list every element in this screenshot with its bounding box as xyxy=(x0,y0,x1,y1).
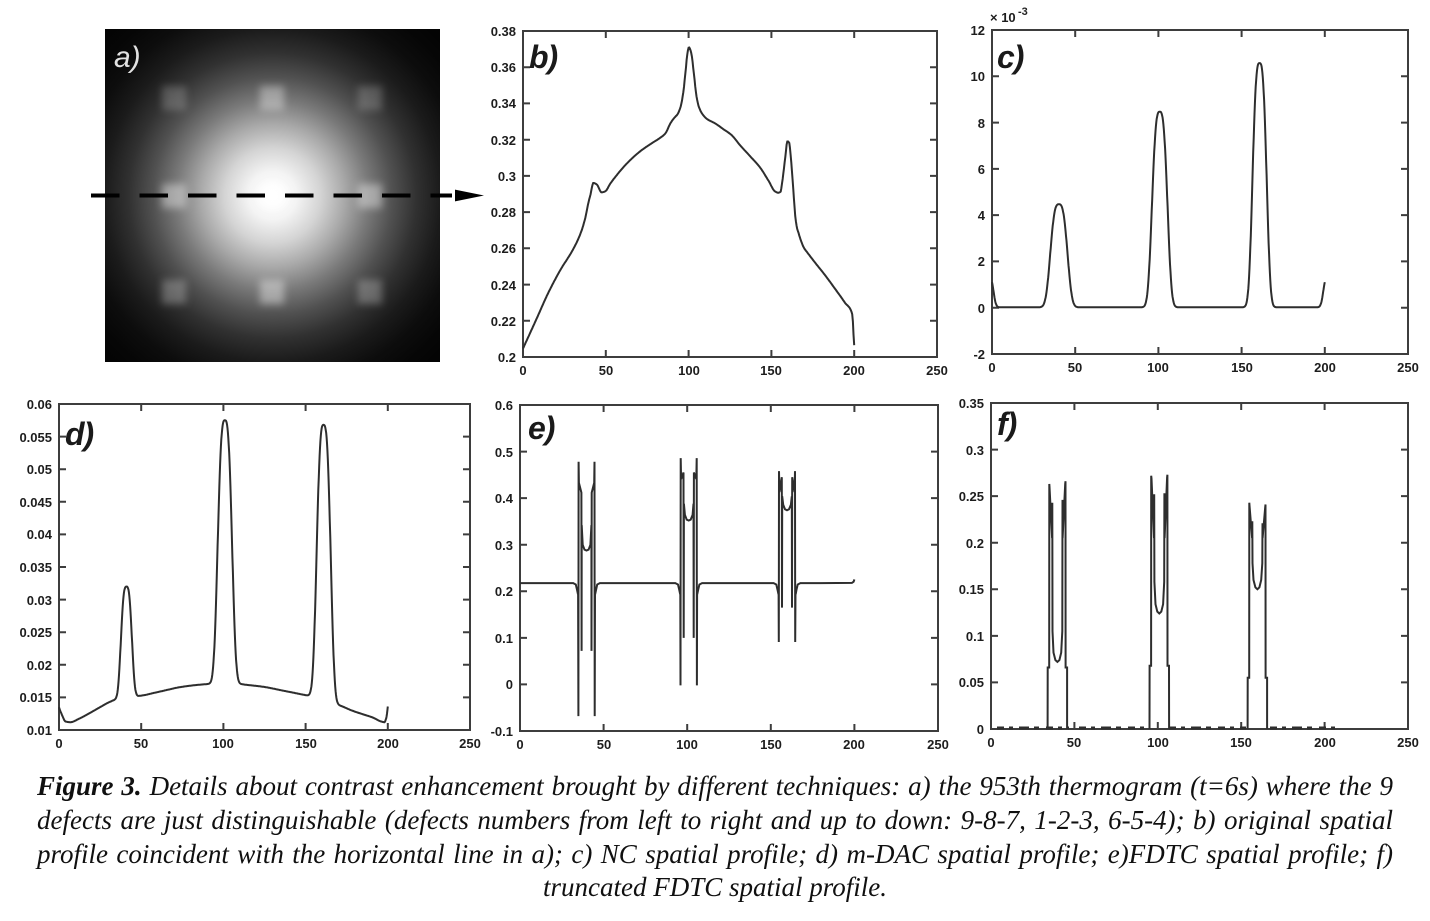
svg-text:-3: -3 xyxy=(1018,6,1028,18)
svg-text:0.015: 0.015 xyxy=(19,690,52,705)
svg-text:-2: -2 xyxy=(973,347,985,362)
svg-text:b): b) xyxy=(529,39,558,75)
svg-text:0.3: 0.3 xyxy=(498,169,516,184)
svg-text:-0.1: -0.1 xyxy=(491,724,513,739)
svg-text:6: 6 xyxy=(978,162,985,177)
svg-text:150: 150 xyxy=(1230,735,1252,750)
svg-text:4: 4 xyxy=(978,208,986,223)
svg-text:150: 150 xyxy=(295,736,317,751)
svg-text:200: 200 xyxy=(843,363,865,378)
svg-text:50: 50 xyxy=(1068,360,1082,375)
svg-text:0: 0 xyxy=(988,360,995,375)
svg-text:0.055: 0.055 xyxy=(19,430,52,445)
svg-text:e): e) xyxy=(528,410,555,446)
svg-text:0.3: 0.3 xyxy=(966,443,984,458)
svg-text:0.2: 0.2 xyxy=(495,584,513,599)
svg-text:100: 100 xyxy=(1147,735,1169,750)
svg-text:0: 0 xyxy=(978,301,985,316)
svg-text:0.5: 0.5 xyxy=(495,445,513,460)
svg-text:0.6: 0.6 xyxy=(495,398,513,413)
svg-text:100: 100 xyxy=(1147,360,1169,375)
svg-text:0.03: 0.03 xyxy=(27,593,52,608)
svg-text:0: 0 xyxy=(516,737,523,752)
svg-text:200: 200 xyxy=(1314,360,1336,375)
svg-text:0: 0 xyxy=(519,363,526,378)
svg-text:100: 100 xyxy=(678,363,700,378)
svg-text:50: 50 xyxy=(599,363,613,378)
svg-text:0: 0 xyxy=(506,677,513,692)
svg-text:0.1: 0.1 xyxy=(495,631,513,646)
svg-text:12: 12 xyxy=(971,23,985,38)
svg-text:100: 100 xyxy=(212,736,234,751)
svg-text:0.02: 0.02 xyxy=(27,658,52,673)
svg-text:0: 0 xyxy=(987,735,994,750)
svg-text:0: 0 xyxy=(977,722,984,737)
svg-text:d): d) xyxy=(65,416,94,452)
svg-text:50: 50 xyxy=(1067,735,1081,750)
svg-text:250: 250 xyxy=(459,736,481,751)
svg-text:0.25: 0.25 xyxy=(959,489,984,504)
svg-text:0.04: 0.04 xyxy=(27,527,53,542)
svg-text:0.01: 0.01 xyxy=(27,723,52,738)
svg-text:0.035: 0.035 xyxy=(19,560,52,575)
svg-text:250: 250 xyxy=(1397,360,1419,375)
svg-text:0.38: 0.38 xyxy=(491,24,516,39)
svg-text:c): c) xyxy=(997,39,1024,75)
svg-text:200: 200 xyxy=(843,737,865,752)
svg-text:0.24: 0.24 xyxy=(491,278,517,293)
svg-text:150: 150 xyxy=(760,363,782,378)
svg-text:50: 50 xyxy=(134,736,148,751)
svg-text:100: 100 xyxy=(676,737,698,752)
svg-text:a): a) xyxy=(114,41,141,74)
svg-text:0.025: 0.025 xyxy=(19,625,52,640)
svg-text:0.32: 0.32 xyxy=(491,133,516,148)
svg-text:150: 150 xyxy=(1231,360,1253,375)
svg-text:10: 10 xyxy=(971,69,985,84)
svg-text:0.36: 0.36 xyxy=(491,60,516,75)
svg-text:250: 250 xyxy=(926,363,948,378)
svg-text:0.15: 0.15 xyxy=(959,582,984,597)
svg-text:0.05: 0.05 xyxy=(27,462,52,477)
svg-text:0.4: 0.4 xyxy=(495,491,514,506)
svg-text:0.045: 0.045 xyxy=(19,495,52,510)
svg-text:0.26: 0.26 xyxy=(491,241,516,256)
svg-text:0.1: 0.1 xyxy=(966,629,984,644)
svg-text:0.06: 0.06 xyxy=(27,397,52,412)
svg-text:0.3: 0.3 xyxy=(495,538,513,553)
svg-text:0.22: 0.22 xyxy=(491,314,516,329)
svg-text:2: 2 xyxy=(978,254,985,269)
svg-text:0.34: 0.34 xyxy=(491,96,517,111)
svg-text:200: 200 xyxy=(377,736,399,751)
svg-text:f): f) xyxy=(997,406,1017,442)
svg-text:0.35: 0.35 xyxy=(959,396,984,411)
svg-text:200: 200 xyxy=(1314,735,1336,750)
svg-text:250: 250 xyxy=(927,737,949,752)
svg-text:0: 0 xyxy=(55,736,62,751)
svg-text:8: 8 xyxy=(978,116,985,131)
svg-text:0.05: 0.05 xyxy=(959,675,984,690)
svg-text:0.28: 0.28 xyxy=(491,205,516,220)
svg-text:250: 250 xyxy=(1397,735,1419,750)
svg-text:150: 150 xyxy=(760,737,782,752)
svg-text:0.2: 0.2 xyxy=(966,536,984,551)
svg-text:50: 50 xyxy=(597,737,611,752)
svg-text:0.2: 0.2 xyxy=(498,350,516,365)
svg-text:× 10: × 10 xyxy=(990,10,1016,25)
